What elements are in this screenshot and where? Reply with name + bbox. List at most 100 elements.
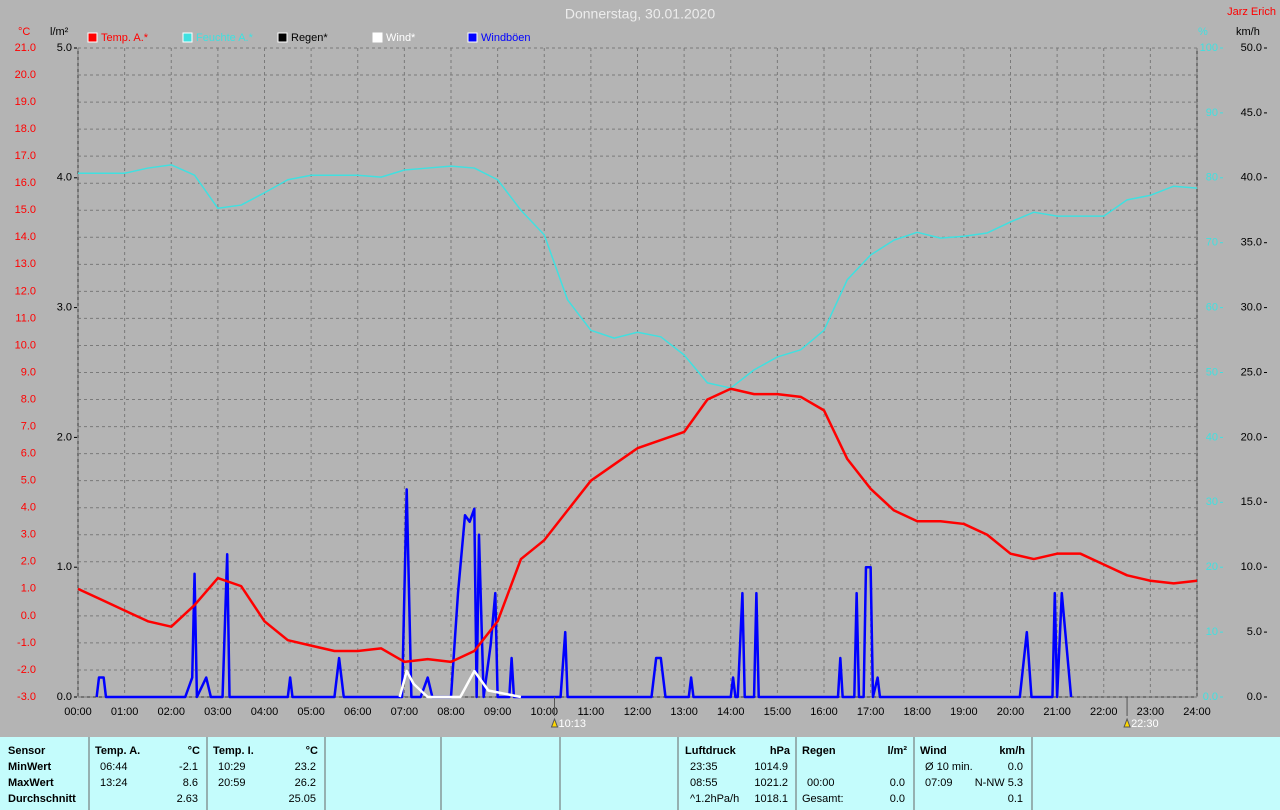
stats-header: Regen <box>802 745 836 757</box>
y-tick-label: 100 <box>1200 42 1218 54</box>
y-tick-label: 19.0 <box>15 96 36 108</box>
x-tick-label: 16:00 <box>810 706 838 718</box>
y-tick-label: 7.0 <box>21 420 36 432</box>
stats-time: 10:29 <box>218 761 246 773</box>
y-tick-label: 5.0 <box>57 42 72 54</box>
stats-value: 1021.2 <box>754 777 788 789</box>
y-tick-label: 13.0 <box>15 258 36 270</box>
y-tick-label: 8.0 <box>21 393 36 405</box>
x-tick-label: 10:00 <box>530 706 558 718</box>
stats-time: Ø 10 min. <box>925 761 973 773</box>
y-tick-label: 3.0 <box>21 529 36 541</box>
stats-value: 0.0 <box>1008 761 1023 773</box>
y-tick-label: 30.0 <box>1241 302 1262 314</box>
legend-swatch <box>182 32 193 43</box>
stats-dividers <box>88 737 1033 810</box>
annotation-label: 22:30 <box>1131 718 1159 730</box>
stats-time: 23:35 <box>690 761 718 773</box>
series-line <box>398 669 522 699</box>
y4-unit: km/h <box>1236 26 1260 38</box>
y-tick-label: 0.0 <box>1247 691 1262 703</box>
y-tick-label: 20 <box>1206 561 1218 573</box>
y-tick-label: 2.0 <box>57 431 72 443</box>
stats-time: 07:09 <box>925 777 953 789</box>
stats-label: MaxWert <box>8 777 54 789</box>
x-tick-label: 18:00 <box>903 706 931 718</box>
y-tick-label: 20.0 <box>15 69 36 81</box>
x-tick-label: 07:00 <box>391 706 419 718</box>
series-line <box>78 164 1198 389</box>
y-tick-label: 11.0 <box>15 312 36 324</box>
stats-value: 8.6 <box>183 777 198 789</box>
y-tick-label: 15.0 <box>1241 496 1262 508</box>
y-tick-label: 5.0 <box>21 475 36 487</box>
x-tick-label: 11:00 <box>578 706 605 718</box>
author: Jarz Erich <box>1227 6 1276 18</box>
y2-unit: l/m² <box>50 26 69 38</box>
stats-label: Sensor <box>8 745 46 757</box>
chart-title: Donnerstag, 30.01.2020 <box>565 6 715 22</box>
stats-unit: l/m² <box>887 745 907 757</box>
stats-label: MinWert <box>8 761 52 773</box>
y-tick-label: 25.0 <box>1241 366 1262 378</box>
x-tick-label: 05:00 <box>297 706 325 718</box>
series-line <box>77 387 1198 664</box>
y-tick-label: 1.0 <box>57 561 72 573</box>
y-tick-label: 40 <box>1206 431 1218 443</box>
stats-header: Luftdruck <box>685 745 737 757</box>
stats-value: 26.2 <box>295 777 316 789</box>
stats-time: ^1.2hPa/h <box>690 793 739 805</box>
stats-value: 0.0 <box>890 777 905 789</box>
stats-time: 13:24 <box>100 777 128 789</box>
annotation-marker <box>550 717 559 728</box>
y-tick-label: 80 <box>1206 172 1218 184</box>
y-tick-label: 50 <box>1206 366 1218 378</box>
stats-header: Wind <box>920 745 947 757</box>
stats-value: 1018.1 <box>754 793 788 805</box>
stats-value: -2.1 <box>179 761 198 773</box>
legend-swatch <box>277 32 288 43</box>
stats-unit: °C <box>306 745 318 757</box>
y-tick-label: 0.0 <box>57 691 72 703</box>
y-tick-label: 14.0 <box>15 231 36 243</box>
y-tick-label: 4.0 <box>57 172 72 184</box>
legend-swatch <box>372 32 383 43</box>
y-tick-label: 50.0 <box>1241 42 1262 54</box>
y-tick-label: 12.0 <box>15 285 36 297</box>
stats-time: 20:59 <box>218 777 246 789</box>
y-tick-label: -1.0 <box>17 637 36 649</box>
y-tick-label: -3.0 <box>17 691 36 703</box>
y-tick-label: 9.0 <box>21 366 36 378</box>
legend-label: Temp. A.* <box>101 32 149 44</box>
y-tick-label: 21.0 <box>15 42 36 54</box>
stats-value: 0.0 <box>890 793 905 805</box>
annotation-marker <box>1123 717 1131 728</box>
stats-unit: °C <box>188 745 200 757</box>
stats-header: Temp. A. <box>95 745 140 757</box>
x-tick-label: 22:00 <box>1090 706 1118 718</box>
x-tick-label: 02:00 <box>157 706 185 718</box>
stats-time: 06:44 <box>100 761 128 773</box>
stats-time: 08:55 <box>690 777 718 789</box>
stats-panel <box>0 737 1280 810</box>
x-tick-label: 13:00 <box>670 706 698 718</box>
x-tick-label: 00:00 <box>64 706 92 718</box>
y-tick-label: 4.0 <box>21 502 36 514</box>
y-tick-label: 70 <box>1206 237 1218 249</box>
x-tick-label: 06:00 <box>344 706 372 718</box>
series-line <box>95 488 1073 699</box>
y-unit: °C <box>18 26 30 38</box>
stats-value: 0.1 <box>1008 793 1023 805</box>
x-tick-label: 23:00 <box>1137 706 1165 718</box>
y-tick-label: 15.0 <box>15 204 36 216</box>
x-tick-label: 08:00 <box>437 706 465 718</box>
x-tick-label: 12:00 <box>624 706 652 718</box>
y-tick-label: 90 <box>1206 107 1218 119</box>
y-tick-label: 17.0 <box>15 150 36 162</box>
x-tick-label: 04:00 <box>251 706 279 718</box>
y-tick-label: 2.0 <box>21 556 36 568</box>
stats-value: 23.2 <box>295 761 316 773</box>
y-tick-label: 0.0 <box>1203 691 1218 703</box>
